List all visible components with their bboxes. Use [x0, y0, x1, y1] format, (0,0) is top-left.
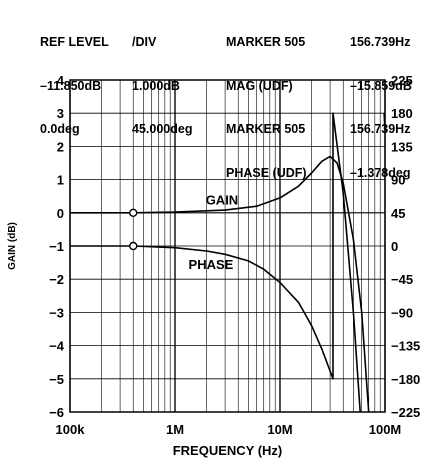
- div-label: /DIV: [132, 35, 157, 49]
- phase-udf-label: PHASE (UDF): [226, 165, 307, 180]
- y-left-tick-label: −1: [49, 239, 64, 254]
- marker-label-2: MARKER 505: [226, 122, 306, 136]
- div-column: /DIV 1.000dB 45.000deg: [132, 6, 192, 151]
- y-left-tick-label: 2: [57, 139, 64, 154]
- y-right-tick-label: 225: [391, 73, 413, 88]
- y-left-tick-label: −3: [49, 305, 64, 320]
- x-axis-title: FREQUENCY (Hz): [173, 443, 283, 458]
- y-right-tick-label: 45: [391, 206, 405, 221]
- x-tick-label: 1M: [166, 422, 184, 437]
- y-left-tick-label: 1: [57, 173, 64, 188]
- y-right-tick-label: 180: [391, 106, 413, 121]
- y-left-tick-label: 4: [57, 73, 65, 88]
- y-right-tick-label: −90: [391, 305, 413, 320]
- div-phase: 45.000deg: [132, 122, 193, 136]
- y-axis-title: GAIN (dB): [7, 222, 18, 270]
- phase-marker: [129, 241, 138, 251]
- x-tick-label: 100M: [369, 422, 402, 437]
- y-right-tick-label: 135: [391, 139, 413, 154]
- marker-label-1: MARKER 505: [226, 35, 306, 49]
- y-left-tick-label: 0: [57, 206, 64, 221]
- x-tick-label: 100k: [56, 422, 86, 437]
- div-mag: 1.000dB: [132, 78, 180, 93]
- mag-udf-label: MAG (UDF): [226, 78, 293, 93]
- y-left-tick-label: −5: [49, 372, 64, 387]
- y-right-tick-label: −135: [391, 339, 420, 354]
- grid: [69, 79, 386, 413]
- y-right-tick-label: −180: [391, 372, 420, 387]
- y-right-tick-label: 90: [391, 173, 405, 188]
- y-right-tick-label: −45: [391, 272, 413, 287]
- gain-annotation: GAIN: [206, 193, 239, 208]
- ref-level-column: REF LEVEL –11.850dB 0.0deg: [40, 6, 109, 151]
- tick-labels: 4 3 2 1 0 −1 −2 −3 −4 −5 −6 225 180 135 90 45 0 −45 −90 −13…: [7, 73, 420, 458]
- marker-freq-1: 156.739Hz: [350, 35, 411, 49]
- gain-marker: [129, 208, 138, 218]
- phase-trace: [70, 112, 361, 413]
- x-tick-label: 10M: [267, 422, 292, 437]
- y-left-tick-label: −2: [49, 272, 64, 287]
- mag-value: –15.859dB: [350, 78, 412, 93]
- y-right-tick-label: 0: [391, 239, 398, 254]
- y-right-tick-label: −225: [391, 405, 420, 420]
- ref-level-label: REF LEVEL: [40, 35, 109, 49]
- y-left-tick-label: −6: [49, 405, 64, 420]
- gain-trace: [70, 155, 370, 413]
- edge-trace: [383, 113, 386, 130]
- phase-annotation: PHASE: [189, 257, 234, 272]
- y-left-tick-label: 3: [57, 106, 64, 121]
- marker-labels-column: MARKER 505 MAG (UDF) MARKER 505 PHASE (U…: [226, 6, 307, 195]
- y-left-tick-label: −4: [49, 339, 65, 354]
- traces: GAIN PHASE: [70, 112, 386, 413]
